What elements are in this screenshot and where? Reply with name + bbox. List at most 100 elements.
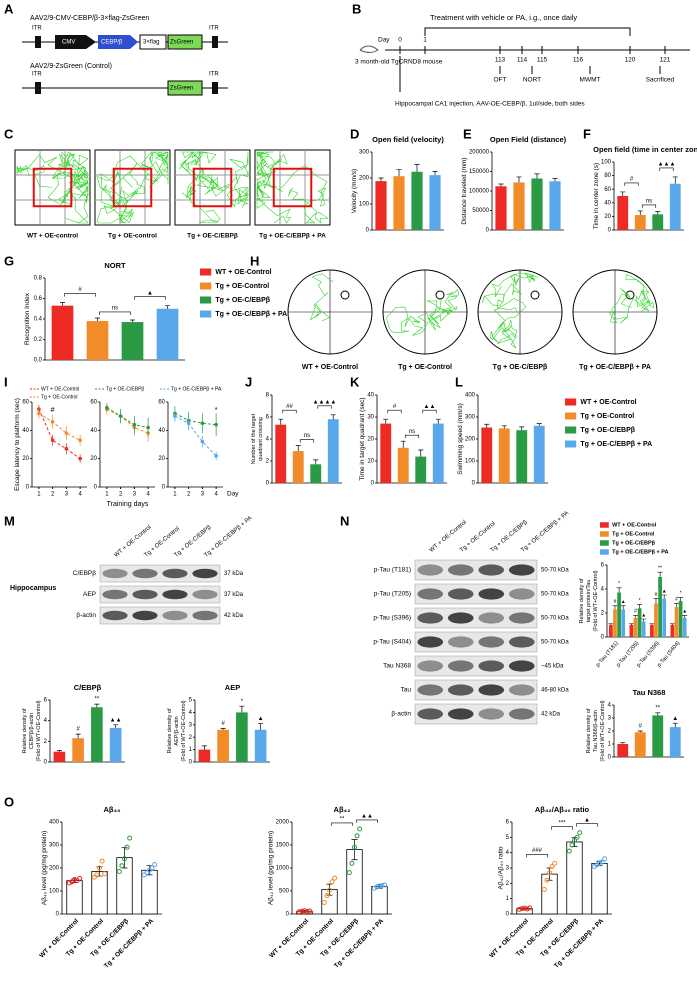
- bar: [662, 598, 667, 637]
- series-point: [214, 454, 218, 458]
- error-bar: [383, 418, 389, 424]
- y-tick-label: 200: [359, 176, 370, 182]
- data-point: [116, 868, 122, 874]
- y-tick-label: 0: [608, 755, 612, 761]
- y-tick-label: 4: [189, 710, 193, 716]
- comparison-bracket: [99, 311, 131, 315]
- track-label: Tg + OE-C/EBPβ + PA: [259, 233, 326, 240]
- blot-band: [478, 660, 505, 672]
- legend-label: Tg + OE-Control: [41, 394, 78, 400]
- y-tick-label: 4: [44, 718, 48, 724]
- y-axis-label: AEP/β-actin: [174, 716, 180, 745]
- blot-band: [417, 684, 444, 696]
- legend-swatch: [565, 398, 577, 406]
- bar: [236, 712, 248, 762]
- y-tick-label: 4: [506, 850, 510, 856]
- y-tick-label: 400: [49, 820, 60, 826]
- y-tick-label: 500: [279, 889, 290, 895]
- data-point: [357, 826, 363, 832]
- data-point: [302, 908, 307, 914]
- data-point: [94, 872, 100, 878]
- bar: [678, 601, 683, 637]
- blot-size-label: ~45 kDa: [541, 664, 564, 670]
- x-tick-label: 3: [133, 492, 137, 498]
- blot-strip: [414, 631, 538, 653]
- blot-strip: [99, 585, 221, 604]
- error-bar: [501, 425, 507, 429]
- error-bar: [95, 317, 100, 322]
- y-axis-label: target protein/Tau: [586, 580, 592, 623]
- error-bar: [672, 176, 678, 184]
- construct-title: AAV2/9-CMV-CEBP/β-3×flag-ZsGreen: [30, 15, 149, 22]
- track-label: Tg + OE-C/EBPβ: [187, 233, 238, 240]
- blot-band: [508, 660, 535, 672]
- bar: [86, 321, 109, 360]
- legend-swatch: [565, 412, 577, 420]
- y-axis-label: Time in target quadrant (sec): [359, 397, 366, 480]
- data-point: [119, 863, 125, 869]
- blot-size-label: 50-70 kDa: [541, 592, 569, 598]
- x-tick-label: 3: [201, 492, 205, 498]
- data-point: [66, 880, 72, 886]
- x-tick-label: 2: [187, 492, 191, 498]
- bar: [429, 175, 441, 230]
- error-bar: [673, 603, 679, 607]
- significance: ▲: [672, 716, 678, 722]
- panel-letter: N: [340, 513, 349, 528]
- error-bar: [632, 615, 638, 618]
- error-bar: [75, 733, 81, 739]
- cmv-label: CMV: [62, 40, 75, 46]
- legend-label: Tg + OE-Control: [215, 283, 269, 290]
- blot-row-label: p-Tau (S396): [373, 615, 411, 622]
- y-axis-label: Aβ₄₀ level (pg/mg protein): [41, 831, 48, 905]
- data-point: [329, 879, 335, 885]
- y-tick-label: 100: [601, 160, 612, 166]
- injection-label: Hippocampal CA1 injection, AAV-OE-CEBP/β…: [395, 101, 585, 108]
- error-bar: [661, 594, 667, 599]
- y-axis-label: Relative density of: [586, 708, 592, 753]
- series-point: [200, 439, 205, 444]
- y-axis-label: Velocity (mm/s): [351, 169, 358, 213]
- data-point: [577, 830, 583, 836]
- blot-band: [132, 610, 158, 621]
- error-bar: [519, 426, 525, 431]
- series-line: [106, 407, 149, 428]
- itr-label: ITR: [209, 72, 219, 78]
- data-point: [524, 906, 530, 912]
- y-tick-label: 6: [44, 698, 48, 704]
- bar: [533, 425, 545, 483]
- series-point: [50, 420, 55, 424]
- bar: [156, 308, 179, 360]
- y-tick-label: 4: [608, 703, 612, 709]
- day-label: 121: [660, 57, 671, 64]
- y-tick-label: 300: [465, 415, 476, 421]
- significance: ▲: [621, 599, 626, 605]
- chart-title: Aβ₄₂/Aβ₄₀ ratio: [535, 805, 590, 814]
- legend-label: Tg + OE-C/EBPβ + PA: [171, 386, 222, 392]
- itr-box: [35, 82, 41, 94]
- blot-band: [192, 589, 218, 600]
- chart-title: Open field (velocity): [372, 135, 444, 144]
- blot-strip: [414, 703, 538, 725]
- y-tick-label: 6: [266, 415, 270, 421]
- data-point: [352, 844, 357, 850]
- comparison-bracket: [659, 167, 674, 171]
- y-tick-label: 0.0: [34, 358, 43, 364]
- chart-title: Tau N368: [633, 688, 666, 697]
- comparison-label: #: [78, 287, 82, 293]
- error-bar: [612, 605, 618, 610]
- panel-letter: C: [4, 126, 14, 141]
- y-tick-label: 0: [44, 760, 48, 766]
- data-point: [602, 856, 608, 862]
- comparison-label: ▲▲: [361, 813, 373, 819]
- y-tick-label: 40: [90, 428, 97, 434]
- cmv-arrow: [55, 35, 96, 49]
- center-zone: [272, 167, 313, 208]
- data-point: [599, 859, 605, 865]
- treatment-label: Treatment with vehicle or PA, i.g., once…: [430, 13, 577, 22]
- data-point: [152, 862, 158, 868]
- error-bar: [516, 176, 522, 183]
- y-tick-label: 1: [506, 896, 510, 902]
- y-tick-label: 20: [604, 214, 611, 220]
- significance: #: [655, 592, 658, 598]
